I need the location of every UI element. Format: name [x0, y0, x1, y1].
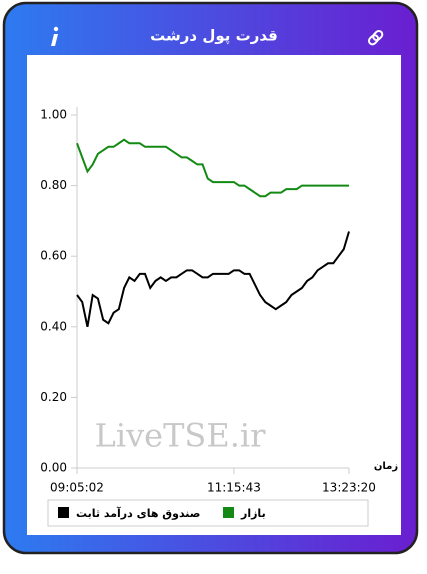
x-axis-label: زمان: [374, 461, 398, 472]
x-tick-label: 13:23:20: [322, 481, 376, 495]
line-series: [76, 138, 349, 198]
x-tick-label: 09:05:02: [50, 481, 104, 495]
y-tick-label: 0.40: [40, 319, 67, 333]
legend-label: صندوق های درآمد ثابت: [76, 506, 200, 520]
info-icon[interactable]: [51, 26, 59, 46]
chart-title: قدرت پول درشت: [150, 27, 278, 46]
y-tick-label: 0.20: [40, 390, 67, 404]
y-tick-label: 0.60: [40, 249, 67, 263]
y-tick-label: 0.00: [40, 461, 67, 475]
legend-swatch: [223, 507, 234, 518]
legend: [47, 499, 369, 527]
chart-panel: [27, 55, 401, 535]
y-tick-label: 0.80: [40, 178, 67, 192]
x-tick-label: 11:15:43: [207, 481, 261, 495]
line-series: [76, 231, 350, 328]
legend-swatch: [58, 507, 69, 518]
legend-label: بازار: [240, 507, 266, 520]
link-icon[interactable]: [367, 29, 384, 46]
y-tick-label: 1.00: [40, 108, 67, 122]
watermark: LiveTSE.ir: [95, 417, 267, 455]
